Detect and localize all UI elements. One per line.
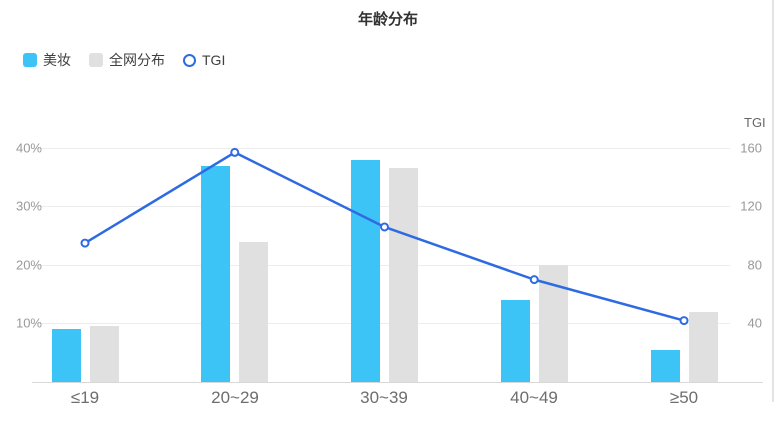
right-axis-title: TGI — [744, 115, 766, 130]
legend-label: TGI — [202, 52, 226, 68]
legend: 美妆 全网分布 TGI — [23, 50, 243, 70]
legend-item-beauty[interactable]: 美妆 — [23, 50, 71, 70]
tgi-point-20~29[interactable] — [230, 147, 240, 157]
xtick-40-49: 40~49 — [510, 388, 558, 407]
bar-美妆-40~49[interactable] — [500, 300, 530, 382]
tgi-point-≥50[interactable] — [679, 316, 689, 326]
tgi-point-30~39[interactable] — [380, 222, 389, 232]
bar-美妆-≤19[interactable] — [51, 329, 81, 382]
bar-全网分布-20~29[interactable] — [239, 241, 269, 382]
gridline-30pct — [32, 206, 730, 207]
xtick-20-29: 20~29 — [211, 388, 259, 407]
left-ytick-30: 30% — [15, 198, 42, 214]
bar-美妆-30~39[interactable] — [351, 159, 380, 382]
chart-title: 年龄分布 — [357, 11, 418, 28]
gridline-20pct — [32, 265, 730, 266]
tgi-point-40~49[interactable] — [529, 275, 539, 285]
right-ytick-40: 40 — [747, 315, 762, 331]
tgi-point-≤19[interactable] — [80, 238, 90, 248]
bar-全网分布-40~49[interactable] — [538, 265, 568, 382]
right-ytick-80: 80 — [747, 257, 762, 273]
left-ytick-20: 20% — [15, 257, 42, 273]
gridline-40pct — [32, 148, 730, 149]
bar-美妆-20~29[interactable] — [201, 165, 231, 382]
card-right-divider — [772, 0, 774, 402]
tgi-ring-icon — [183, 53, 196, 67]
x-axis-line — [32, 382, 763, 383]
right-ytick-160: 160 — [740, 140, 762, 156]
legend-label: 美妆 — [43, 52, 71, 68]
xtick-le19: ≤19 — [70, 388, 100, 407]
right-ytick-120: 120 — [740, 198, 762, 214]
xtick-ge50: ≥50 — [669, 388, 699, 407]
legend-item-tgi[interactable]: TGI — [183, 52, 225, 68]
legend-item-network[interactable]: 全网分布 — [89, 50, 165, 70]
bar-美妆-≥50[interactable] — [650, 349, 680, 382]
network-swatch-icon — [89, 53, 103, 67]
bar-全网分布-≥50[interactable] — [688, 311, 718, 382]
gridline-10pct — [32, 323, 730, 324]
bar-全网分布-≤19[interactable] — [89, 326, 119, 382]
tgi-line — [84, 151, 685, 322]
left-ytick-40: 40% — [15, 140, 42, 156]
xtick-30-39: 30~39 — [360, 388, 408, 407]
legend-label: 全网分布 — [109, 52, 165, 68]
left-ytick-10: 10% — [15, 315, 42, 331]
beauty-swatch-icon — [23, 53, 37, 67]
bar-全网分布-30~39[interactable] — [389, 168, 418, 382]
